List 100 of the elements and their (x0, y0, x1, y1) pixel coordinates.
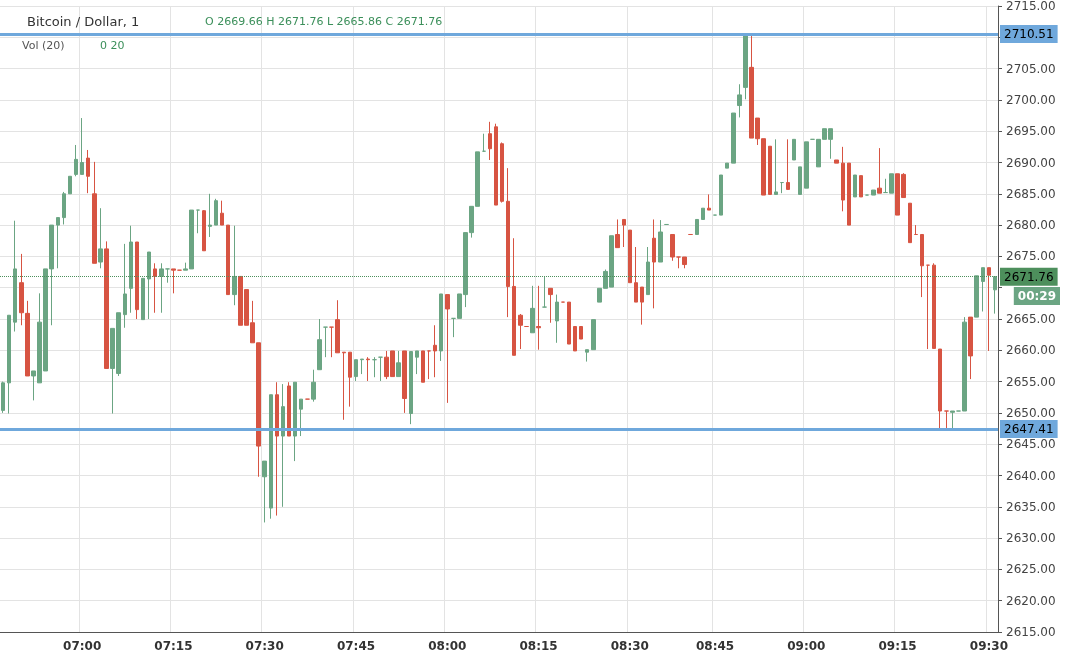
candlestick (123, 243, 127, 329)
candlestick (80, 117, 84, 175)
candlestick (542, 276, 547, 308)
candlestick (86, 149, 90, 194)
candlestick (634, 246, 638, 303)
candlestick (591, 319, 596, 351)
candlestick (968, 316, 973, 380)
y-tick-label: 2695.00 (1006, 124, 1056, 139)
x-tick-label: 09:00 (787, 639, 826, 653)
candlestick (372, 356, 377, 378)
candlestick (171, 268, 176, 294)
candlestick (421, 350, 425, 383)
candlestick (214, 198, 218, 226)
candlestick (415, 350, 419, 375)
candlestick (396, 350, 401, 378)
text: O 2669.66 H 2671.76 L 2665.86 C 2671.76 (205, 15, 443, 28)
candlestick (317, 318, 322, 371)
x-tick-label: 07:00 (63, 639, 102, 653)
candlestick (494, 123, 498, 206)
candlestick (269, 394, 273, 520)
x-tick-label: 08:15 (519, 639, 558, 653)
candlestick (804, 141, 809, 189)
candlestick (834, 159, 839, 164)
annotation: 0 20 (100, 39, 125, 52)
candlestick (737, 83, 742, 118)
candlestick (74, 144, 78, 177)
candlestick (579, 326, 583, 340)
candlestick (311, 369, 316, 403)
ref-line-label: 2710.51 (1004, 27, 1054, 42)
y-tick-label: 2665.00 (1006, 312, 1056, 326)
candlestick (944, 410, 949, 431)
candlestick (281, 383, 285, 508)
candlestick (68, 175, 72, 195)
candlestick (628, 229, 632, 284)
candlestick (402, 350, 407, 414)
candlestick (798, 166, 802, 195)
candlestick (62, 191, 66, 225)
y-tick-label: 2615.00 (1006, 625, 1056, 639)
candlestick (342, 351, 346, 421)
candlestick (877, 147, 882, 194)
candlestick (354, 359, 358, 382)
candlestick (262, 460, 267, 523)
candlestick (378, 356, 383, 382)
candlestick (743, 33, 748, 100)
text: Bitcoin / Dollar, 1 (27, 14, 140, 29)
text: 00:29 (1017, 289, 1057, 303)
y-tick-label: 2700.00 (1006, 92, 1056, 107)
ref-line-label: 2647.41 (1004, 422, 1054, 437)
candlestick (512, 237, 516, 356)
candlestick (19, 253, 24, 326)
candlestick (445, 294, 450, 404)
candlestick (366, 356, 370, 382)
candlestick (1, 381, 5, 414)
candlestick (615, 218, 620, 249)
candlestick (500, 141, 504, 204)
candlestick (518, 313, 523, 350)
candlestick (159, 262, 164, 314)
y-tick-label: 2715.00 (1006, 0, 1056, 13)
ref-line-label: 2671.76 (1004, 269, 1054, 284)
candlestick (938, 348, 942, 431)
candlestick (974, 275, 979, 318)
candlestick (348, 351, 352, 408)
y-tick-label: 2675.00 (1006, 249, 1056, 264)
candlestick (299, 398, 303, 437)
candlestick (768, 145, 772, 195)
candlestick (208, 193, 212, 238)
y-tick-label: 2620.00 (1006, 593, 1056, 608)
y-tick-label: 2705.00 (1006, 61, 1056, 76)
candlestick (652, 218, 656, 309)
candlestick (165, 268, 170, 284)
candlestick (56, 217, 60, 269)
candlestick (847, 162, 851, 226)
candlestick (555, 294, 559, 344)
candlestick (658, 219, 663, 263)
candlestick (439, 293, 443, 362)
candlestick (482, 133, 486, 153)
candlestick (129, 225, 133, 314)
candlestick (196, 209, 200, 234)
candlestick (153, 262, 157, 314)
y-tick-label: 2645.00 (1006, 437, 1056, 452)
y-tick-label: 2685.00 (1006, 186, 1056, 201)
candlestick (427, 350, 431, 380)
candlestick (226, 224, 230, 296)
candlestick (433, 324, 437, 378)
candlestick (981, 267, 985, 312)
x-tick-label: 08:30 (610, 639, 649, 653)
candlestick (293, 381, 297, 462)
candlestick (932, 262, 936, 349)
candlestick (287, 381, 291, 437)
candlestick (920, 233, 924, 298)
y-tick-label: 2690.00 (1006, 155, 1056, 170)
candlestick (926, 264, 930, 350)
candlestick (548, 287, 553, 324)
candlestick (731, 112, 736, 164)
candlestick (202, 209, 206, 252)
x-tick-label: 08:45 (695, 639, 735, 653)
candlestick (853, 174, 857, 198)
candlestick (220, 200, 224, 226)
y-tick-label: 2655.00 (1006, 374, 1056, 389)
x-tick-label: 09:15 (878, 639, 917, 653)
